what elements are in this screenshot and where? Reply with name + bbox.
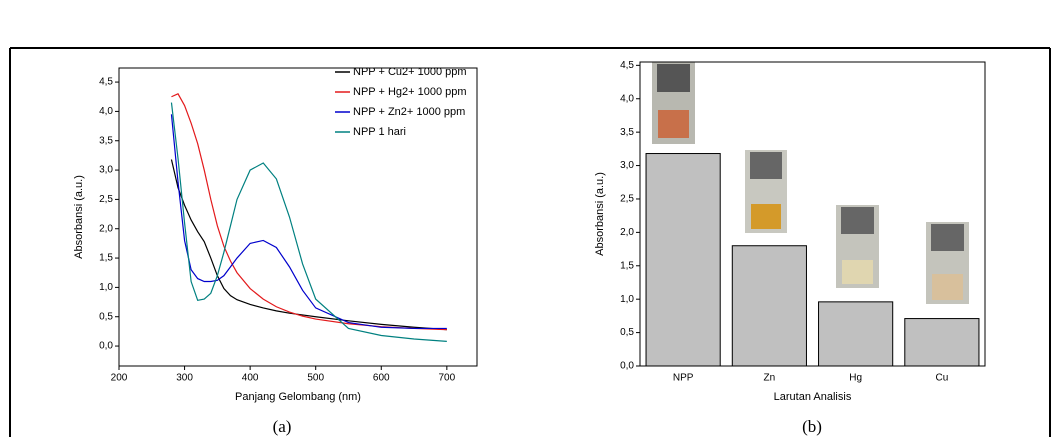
vial-cu [926, 222, 969, 304]
bar [645, 153, 721, 367]
y-tick-label: 2,5 [620, 194, 634, 205]
vial-npp [652, 62, 695, 144]
x-tick-label: Zn [764, 373, 776, 384]
series-line [170, 114, 447, 330]
x-tick-label: 400 [242, 373, 259, 384]
caption: (a) [273, 417, 292, 436]
x-tick-label: 500 [307, 373, 324, 384]
y-tick-label: 3,5 [620, 127, 634, 138]
vial-images [652, 62, 969, 304]
legend-label: NPP + Zn2+ 1000 ppm [353, 106, 465, 118]
y-axis-label: Absorbansi (a.u.) [594, 172, 606, 256]
series-line [170, 159, 447, 331]
x-tick-label: 200 [111, 373, 128, 384]
y-tick-label: 3,0 [620, 160, 634, 171]
bar [818, 301, 894, 367]
y-tick-label: 2,0 [620, 227, 634, 238]
bar [731, 245, 807, 367]
y-tick-label: 0,0 [99, 341, 113, 352]
y-tick-label: 1,0 [620, 294, 634, 305]
y-axis-label: Absorbansi (a.u.) [73, 175, 85, 259]
y-tick-label: 3,0 [99, 165, 113, 176]
y-tick-label: 0,0 [620, 361, 634, 372]
x-tick-label: 600 [373, 373, 390, 384]
series-line [170, 102, 447, 342]
y-tick-label: 4,5 [620, 60, 634, 71]
legend-label: NPP + Hg2+ 1000 ppm [353, 86, 467, 98]
y-tick-label: 1,5 [99, 253, 113, 264]
y-tick-label: 4,5 [99, 77, 113, 88]
x-tick-label: 700 [438, 373, 455, 384]
vial-hg [836, 205, 879, 288]
y-tick-label: 0,5 [99, 311, 113, 322]
plot-frame [639, 61, 986, 367]
plot-frame [118, 67, 478, 367]
legend-label: NPP 1 hari [353, 126, 406, 138]
bar [904, 318, 980, 367]
y-tick-label: 1,5 [620, 260, 634, 271]
x-axis-label: Panjang Gelombang (nm) [235, 391, 361, 403]
y-tick-label: 4,0 [99, 106, 113, 117]
y-tick-label: 2,5 [99, 194, 113, 205]
series-line [171, 93, 447, 331]
x-tick-label: Hg [849, 373, 862, 384]
y-tick-label: 4,0 [620, 93, 634, 104]
caption: (b) [802, 417, 822, 436]
vial-zn [745, 150, 787, 233]
x-tick-label: 300 [176, 373, 193, 384]
y-tick-label: 3,5 [99, 135, 113, 146]
x-axis-label: Larutan Analisis [774, 391, 852, 403]
y-tick-label: 1,0 [99, 282, 113, 293]
y-tick-label: 2,0 [99, 223, 113, 234]
legend-label: NPP + Cu2+ 1000 ppm [353, 66, 467, 78]
x-tick-label: Cu [935, 373, 948, 384]
y-tick-label: 0,5 [620, 327, 634, 338]
x-tick-label: NPP [673, 373, 694, 384]
